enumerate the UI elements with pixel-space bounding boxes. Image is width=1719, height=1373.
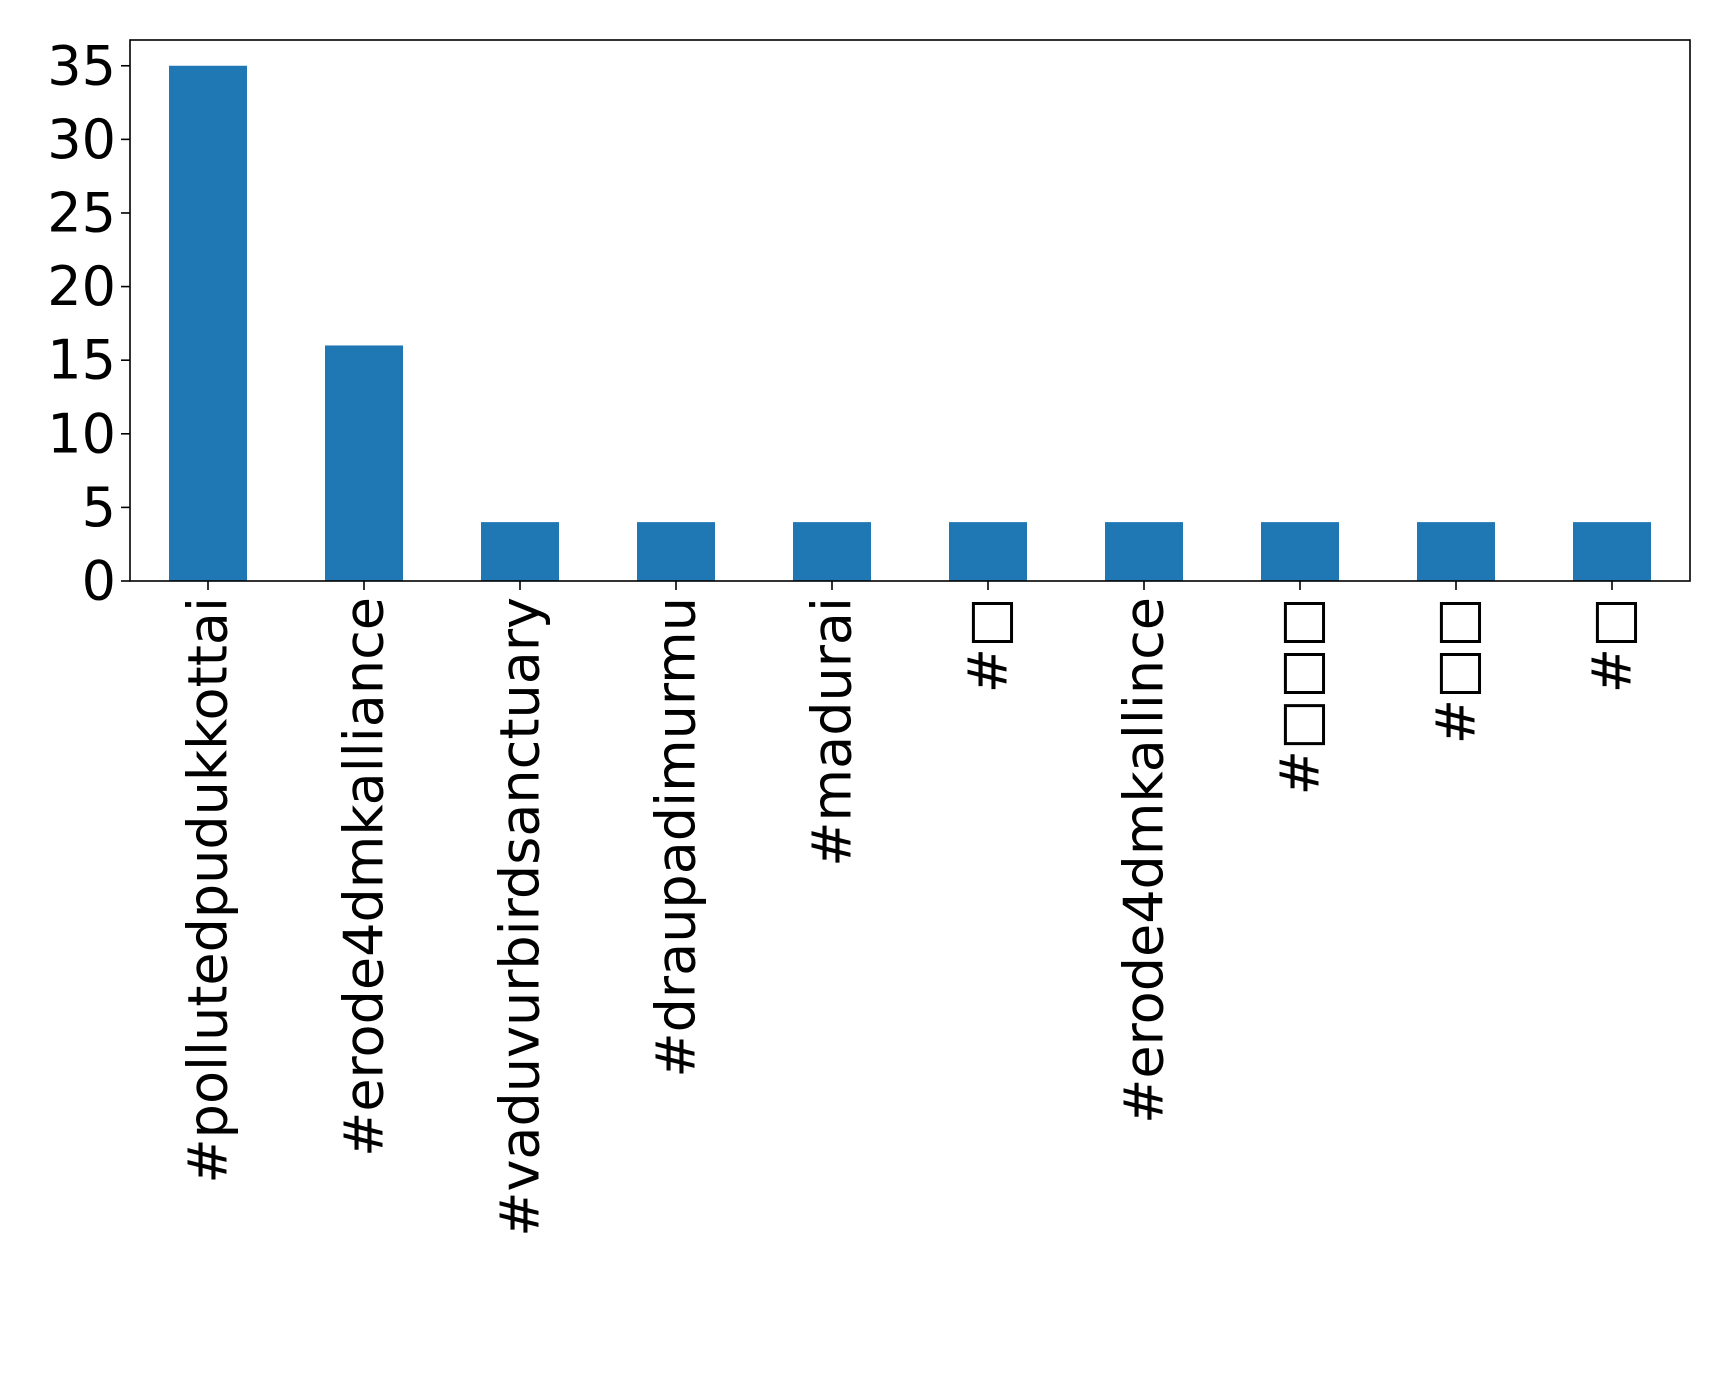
bar: [1105, 522, 1183, 581]
x-tick-label: #draupadimurmu: [645, 597, 708, 1078]
x-tick-label: #□□□: [1269, 597, 1332, 795]
y-tick-label: 10: [47, 402, 116, 465]
bar: [637, 522, 715, 581]
y-axis: 0 5 10 15 20 25 30 35: [47, 34, 130, 613]
x-tick-label: #□□: [1425, 597, 1488, 744]
x-axis: #pollutedpudukkottai #erode4dmkalliance #v…: [177, 581, 1644, 1237]
x-tick-label: #vaduvurbirdsanctuary: [489, 597, 552, 1237]
x-tick-label: #erode4dmkalliance: [333, 597, 396, 1157]
y-tick-label: 30: [47, 108, 116, 171]
bar: [1573, 522, 1651, 581]
y-tick-label: 5: [82, 476, 116, 539]
y-tick-label: 0: [82, 550, 116, 613]
y-tick-label: 25: [47, 181, 116, 244]
bars-layer: [169, 65, 1651, 581]
x-tick-label: #pollutedpudukkottai: [177, 597, 240, 1184]
bar: [949, 522, 1027, 581]
bar: [325, 345, 403, 581]
x-tick-label: #□: [957, 597, 1020, 693]
x-tick-label: #□: [1581, 597, 1644, 693]
y-tick-label: 35: [47, 34, 116, 97]
y-tick-label: 15: [47, 329, 116, 392]
bar: [793, 522, 871, 581]
plot-frame: [129, 39, 1691, 582]
bar: [1417, 522, 1495, 581]
x-tick-label: #madurai: [801, 597, 864, 867]
x-tick-label: #erode4dmkallince: [1113, 597, 1176, 1124]
bar: [1261, 522, 1339, 581]
bar: [481, 522, 559, 581]
y-tick-label: 20: [47, 255, 116, 318]
bar: [169, 65, 247, 581]
